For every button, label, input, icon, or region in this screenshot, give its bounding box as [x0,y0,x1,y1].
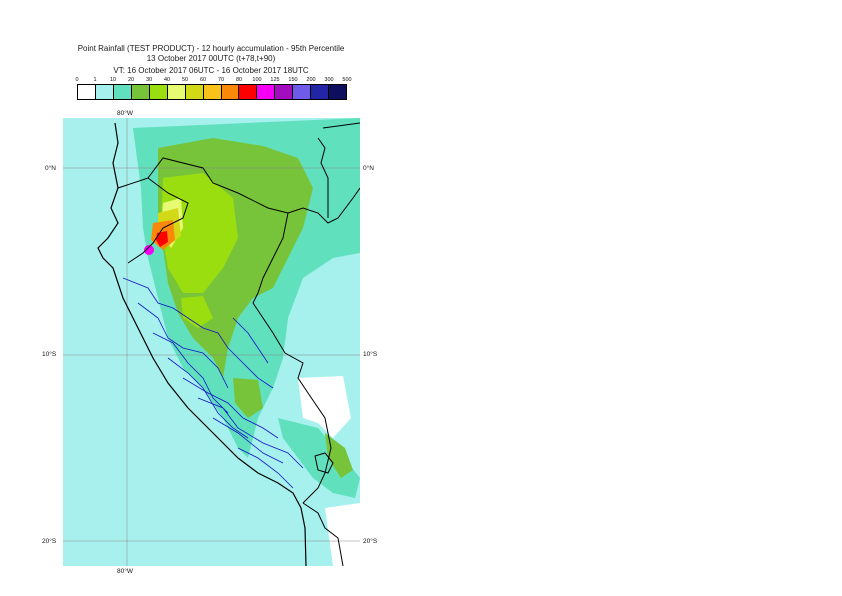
legend-tick-label: 70 [217,77,225,83]
dry-area-south [325,503,360,566]
legend-swatch [78,85,96,99]
legend-tick-label: 1 [93,77,97,83]
lat-label-0-left: 0°N [45,165,56,172]
rain-area-mid-south [278,418,360,498]
lat-label-20-right: 20°S [363,538,378,545]
legend-tick-label: 80 [235,77,243,83]
legend-tick-label: 100 [252,77,262,83]
legend-colorbar [77,84,347,100]
chart-title: Point Rainfall (TEST PRODUCT) - 12 hourl… [77,44,345,53]
legend-swatch [239,85,258,99]
border-north-frame [322,122,361,129]
legend-tick-label: 40 [163,77,171,83]
legend-swatch [221,85,240,99]
lat-label-0-right: 0°N [363,165,374,172]
admin-borders [122,277,304,489]
legend-swatch [293,85,312,99]
legend-swatch [329,85,347,99]
legend-tick-labels: 0 1 10 20 30 40 50 60 70 80 100 125 150 200 300 500 [0,77,842,87]
legend-tick-label: 200 [306,77,316,83]
legend-tick-label: 300 [324,77,334,83]
legend-swatch [113,85,132,99]
rain-area-red [156,231,168,247]
border-brazil-north [287,187,361,224]
legend-swatch [257,85,276,99]
legend-swatch [131,85,150,99]
legend-swatch [185,85,204,99]
legend-tick-label: 500 [342,77,352,83]
legend-tick-label: 0 [75,77,79,83]
coastline [97,122,307,567]
legend-tick-label: 60 [199,77,207,83]
legend-swatch [311,85,330,99]
border-bolivia-chile [302,502,344,567]
lon-label-bottom: 80°W [117,568,133,575]
legend-tick-label: 20 [127,77,135,83]
rain-area-yellowgreen-2 [181,296,213,328]
border-peru-brazil [252,292,332,504]
legend-tick-label: 10 [109,77,117,83]
rainfall-map [63,118,361,567]
border-colombia-brazil [317,137,329,218]
legend-tick-label: 125 [270,77,280,83]
legend-swatch [95,85,114,99]
rain-area-green-east [325,433,353,478]
legend-swatch [275,85,294,99]
dry-area-bolivia [298,376,351,438]
rain-area-green-south [233,378,263,418]
legend-tick-label: 30 [145,77,153,83]
lon-label-top: 80°W [117,110,133,117]
lat-label-10-right: 10°S [363,351,378,358]
map-canvas [63,118,361,567]
legend-swatch [203,85,222,99]
lat-label-10-left: 10°S [42,351,57,358]
legend-tick-label: 150 [288,77,298,83]
legend-swatch [149,85,168,99]
legend-swatch [167,85,186,99]
border-ecuador-peru [117,177,189,264]
lake-titicaca [314,452,334,474]
valid-time: VT: 16 October 2017 06UTC - 16 October 2… [113,66,309,75]
rain-peak-magenta [144,245,154,255]
border-peru-colombia-brazil [147,157,289,294]
lat-label-20-left: 20°S [42,538,57,545]
run-info: 13 October 2017 00UTC (t+78,t+90) [146,54,276,63]
legend-tick-label: 50 [181,77,189,83]
